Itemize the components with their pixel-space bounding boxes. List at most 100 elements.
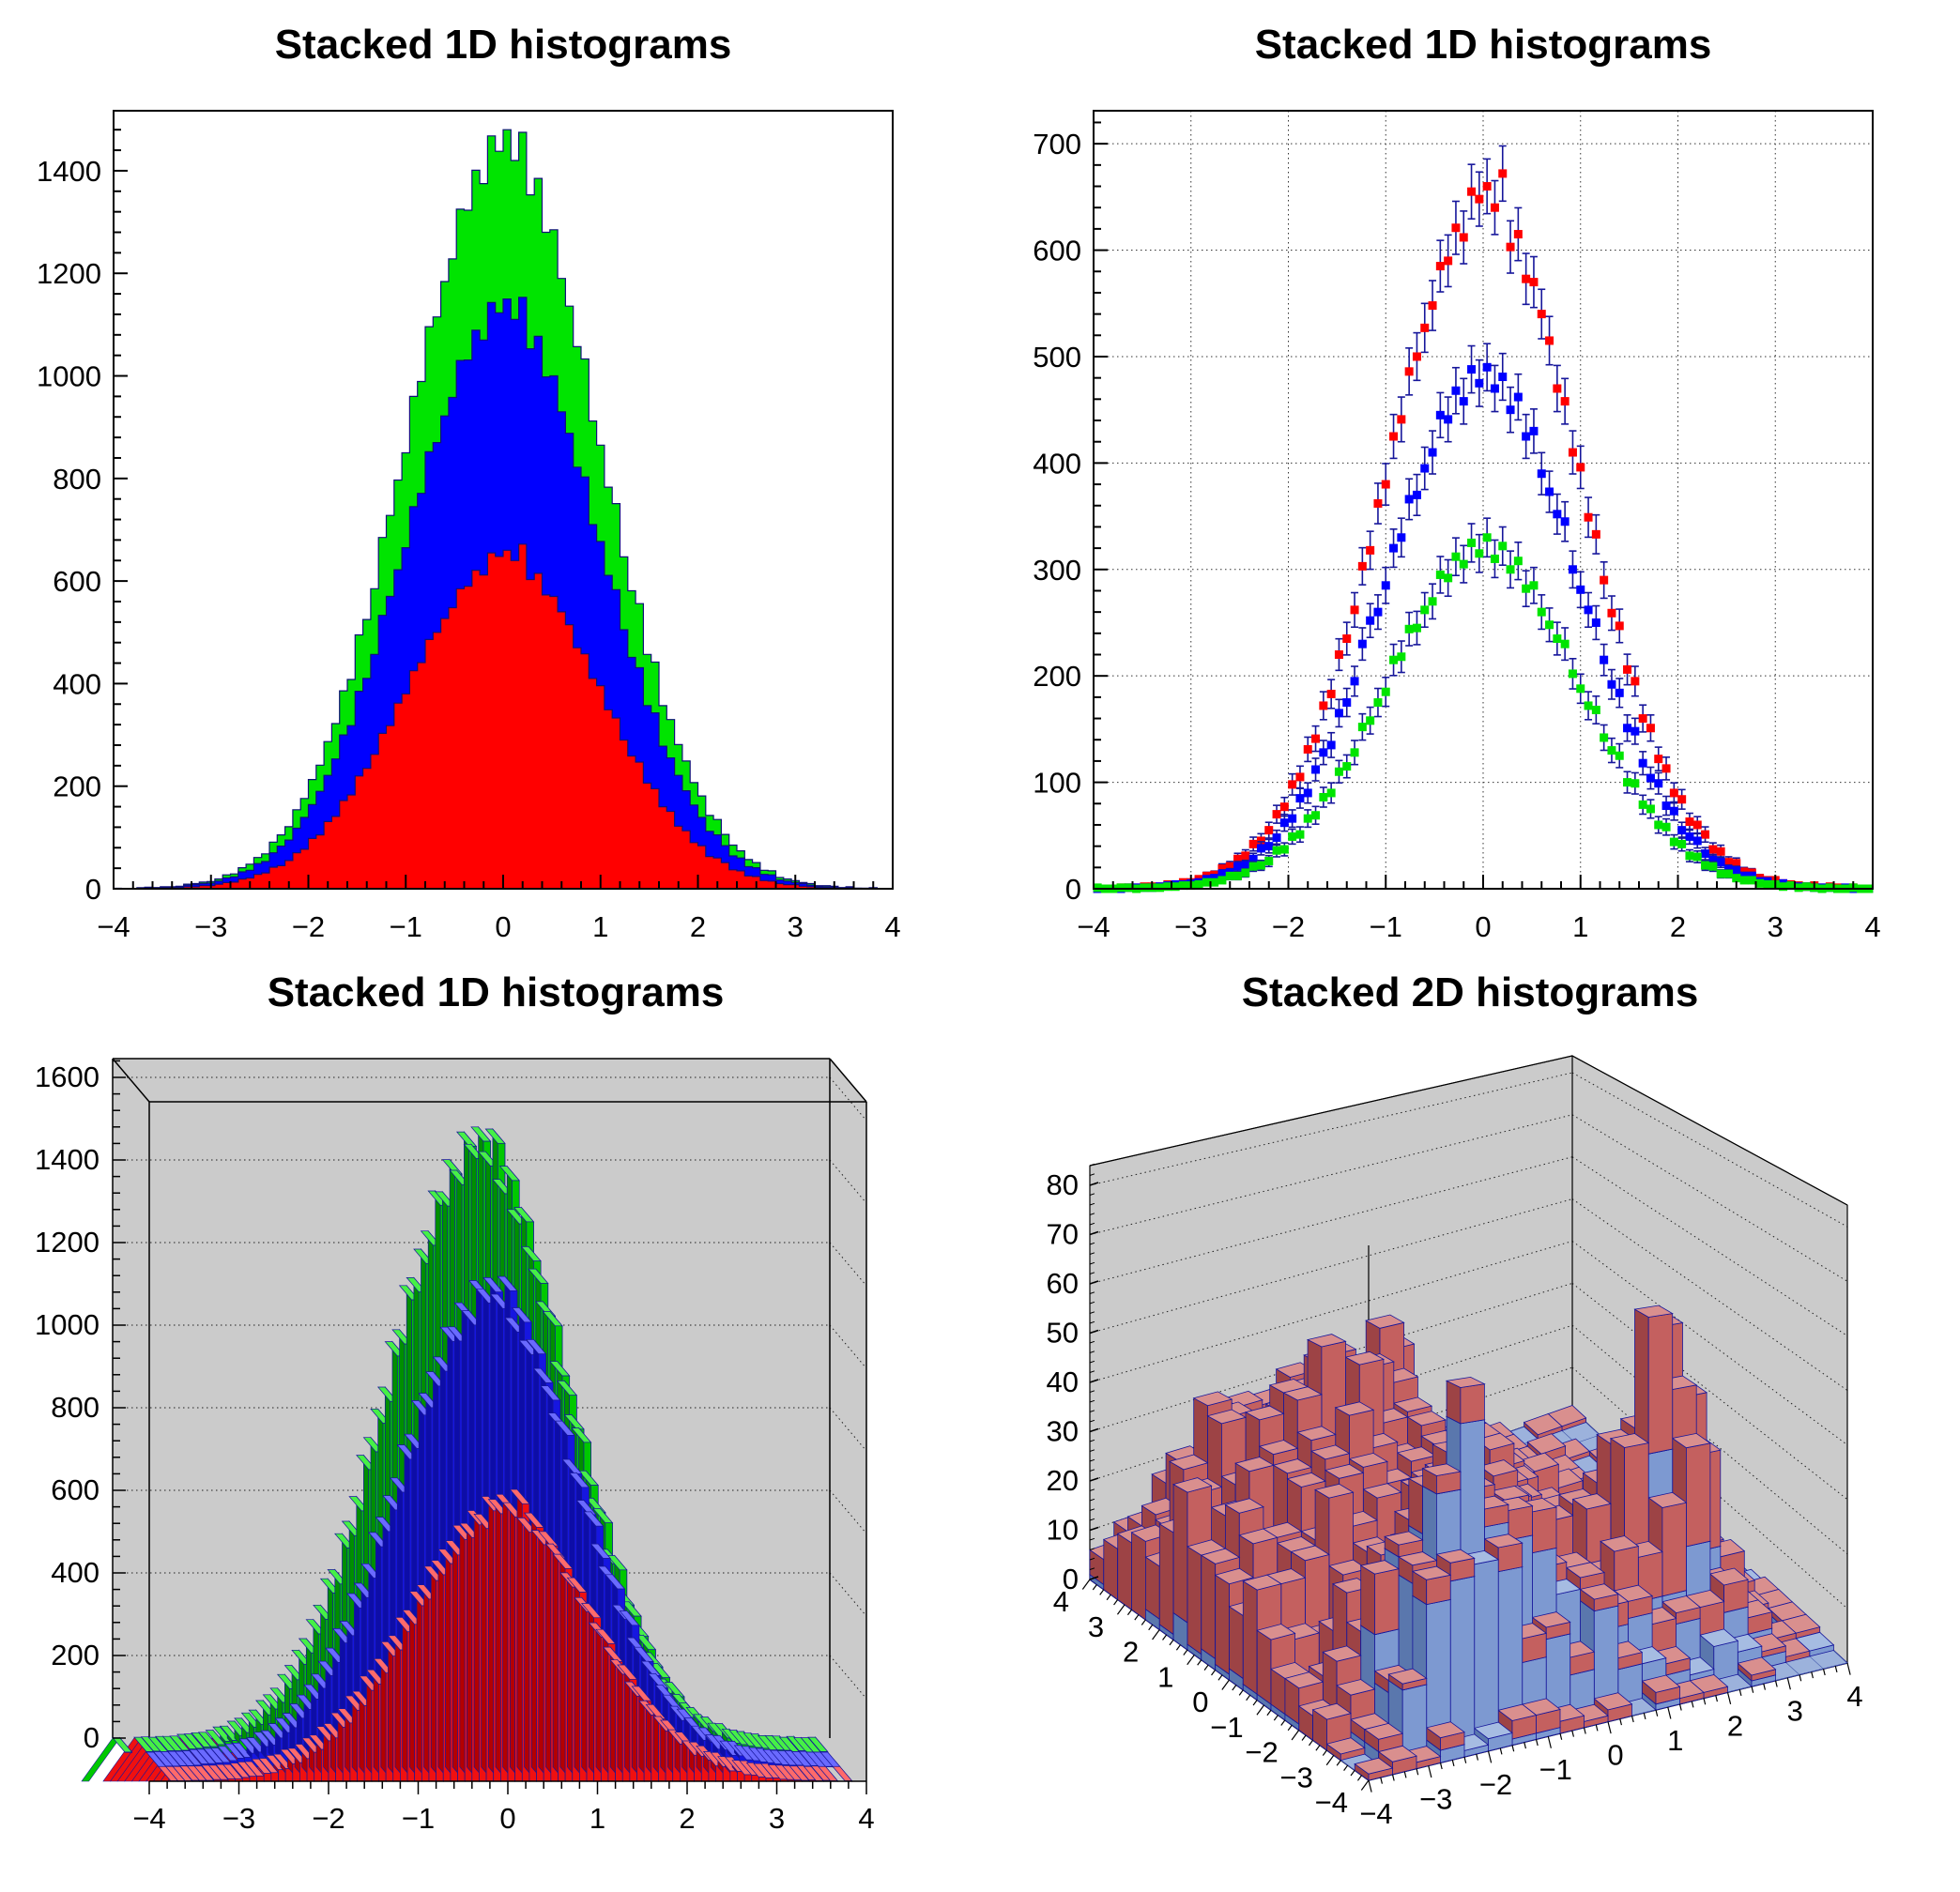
z-grid-line-wall (829, 1242, 867, 1287)
y-tick-label: 600 (53, 565, 101, 598)
marker-square (1373, 498, 1383, 508)
lego2d-bar-top (1296, 1426, 1337, 1442)
marker-square (1763, 879, 1772, 889)
marker-square (1692, 820, 1702, 830)
z-grid-line (1571, 1114, 1848, 1282)
marker-square (1584, 701, 1593, 710)
marker-square (1444, 415, 1453, 424)
marker-square (1615, 688, 1624, 697)
x-tick (1846, 1662, 1851, 1675)
marker-square (1584, 605, 1593, 615)
z-minor-tick (1089, 1439, 1095, 1442)
y-tick-label: 3 (1088, 1610, 1104, 1643)
marker-square (1233, 871, 1243, 880)
lego2d-bar-top (1363, 1722, 1404, 1740)
y-minor-tick (1106, 1594, 1111, 1601)
lego2d-bar-side (1242, 1580, 1258, 1695)
marker-square (1631, 779, 1640, 788)
x-minor-tick (1811, 1671, 1815, 1679)
marker-square (1607, 679, 1616, 689)
lego2d-bar-front (1460, 1383, 1485, 1425)
marker-square (1435, 570, 1445, 579)
marker-square (1459, 397, 1468, 406)
histogram-area (114, 543, 893, 890)
marker-square (1467, 538, 1477, 547)
x-tick (1726, 1692, 1732, 1705)
lego2d-bar-front (1713, 1640, 1738, 1682)
x-tick-label: −4 (1359, 1797, 1392, 1830)
z-tick-label: 0 (84, 1721, 100, 1754)
marker-square (1513, 557, 1523, 566)
marker-square (1412, 623, 1421, 633)
marker-square (1420, 323, 1430, 332)
y-tick (1291, 1730, 1300, 1741)
marker-square (1334, 767, 1343, 776)
lego2d-bar-top (1324, 1463, 1365, 1479)
marker-square (1389, 655, 1399, 664)
y-tick-label: 4 (1053, 1585, 1069, 1618)
z-minor-tick (1089, 1261, 1095, 1265)
y-tick-label: −1 (1210, 1711, 1243, 1744)
marker-square (1537, 607, 1546, 617)
marker-square (1576, 585, 1585, 594)
y-tick-label: 1000 (37, 360, 101, 393)
z-minor-tick (1089, 1410, 1095, 1412)
lego2d-bar-top (1523, 1413, 1563, 1436)
marker-square (1451, 386, 1461, 395)
marker-square (1288, 814, 1297, 823)
marker-square (1397, 652, 1406, 662)
lego2d-bar-top (1531, 1611, 1571, 1628)
lego2d-bar-top (1579, 1583, 1619, 1600)
z-tick-label: 0 (1063, 1563, 1079, 1595)
z-grid-line-wall (829, 1324, 867, 1369)
lego2d-bar-side (1634, 1308, 1649, 1455)
z-minor-tick (1089, 1567, 1095, 1570)
x-tick (1487, 1750, 1493, 1763)
panel2-title: Stacked 1D histograms (1255, 22, 1712, 68)
marker-square (1701, 849, 1710, 859)
x-tick-label: 2 (1727, 1709, 1743, 1742)
z-minor-tick (1089, 1419, 1095, 1423)
marker-square (1482, 533, 1492, 542)
x-tick-label: 3 (769, 1802, 785, 1835)
marker-square (1397, 533, 1406, 542)
x-minor-tick (1751, 1686, 1754, 1693)
x-minor-tick (1416, 1768, 1419, 1776)
y-tick (1221, 1679, 1230, 1690)
lego2d-bar-top (1200, 1548, 1241, 1564)
lego-bar-front (263, 1773, 272, 1782)
marker-square (1350, 605, 1359, 615)
z-tick (1089, 1329, 1099, 1335)
frame-line (829, 1058, 867, 1103)
x-minor-tick (1643, 1712, 1646, 1720)
lego2d-bar-top (1425, 1721, 1465, 1739)
lego2d-bar-top (1362, 1483, 1402, 1499)
marker-square (1498, 542, 1508, 551)
x-tick-label: −3 (1419, 1782, 1452, 1815)
marker-square (1248, 862, 1258, 871)
marker-square (1256, 844, 1265, 853)
marker-square (1825, 883, 1834, 893)
marker-square (1545, 487, 1554, 496)
marker-square (1241, 861, 1250, 870)
y-tick-label: 200 (53, 771, 101, 803)
marker-square (1600, 575, 1609, 585)
z-minor-tick (1089, 1272, 1095, 1274)
x-tick-label: 3 (1768, 910, 1784, 943)
marker-square (1116, 883, 1125, 893)
panel3-title: Stacked 1D histograms (268, 969, 725, 1015)
z-minor-tick (1089, 1498, 1095, 1502)
marker-square (1295, 830, 1305, 839)
marker-square (1326, 689, 1336, 698)
lego2d-bar-side (1145, 1556, 1160, 1620)
marker-square (1366, 716, 1375, 725)
y-tick (1256, 1704, 1265, 1716)
lego2d-bar-front (1661, 1502, 1687, 1597)
x-minor-tick (1403, 1771, 1407, 1778)
lego2d-bar-top (1258, 1440, 1299, 1456)
marker-square (1716, 858, 1725, 867)
marker-square (1225, 871, 1234, 880)
x-minor-tick (1655, 1709, 1659, 1717)
frame-line (112, 1058, 150, 1103)
marker-square (1272, 833, 1281, 843)
